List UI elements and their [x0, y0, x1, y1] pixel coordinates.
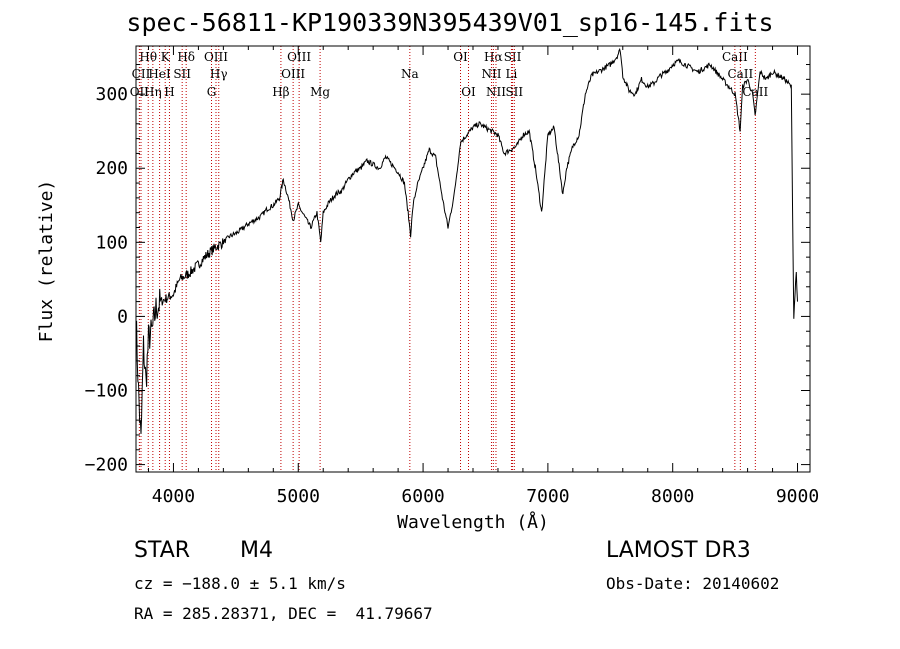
x-tick-label-4: 8000 — [651, 486, 694, 507]
y-axis-label: Flux (relative) — [36, 180, 57, 343]
line-label-16: Na — [401, 67, 419, 81]
flux-series-line — [135, 47, 798, 434]
y-tick-label-4: 200 — [95, 158, 128, 179]
ra-dec-readout: RA = 285.28371, DEC = 41.79667 — [134, 604, 433, 623]
axes: 4000 5000 6000 7000 8000 9000 −200 −100 0 100 200 3… — [85, 46, 819, 507]
y-tick-label-3: 100 — [95, 232, 128, 253]
line-label-22: SII — [504, 50, 522, 64]
y-tick-label-2: 0 — [117, 306, 128, 327]
x-tick-label-1: 5000 — [277, 486, 320, 507]
line-label-19: Hα — [484, 50, 503, 64]
line-label-17: OI — [453, 50, 468, 64]
line-label-13: OIII — [287, 50, 311, 64]
line-label-3: Hη — [144, 85, 162, 99]
line-label-15: Mg — [310, 85, 330, 99]
line-label-26: CaII — [727, 67, 753, 81]
chart-title: spec-56811-KP190339N395439V01_sp16-145.f… — [126, 8, 774, 37]
line-label-4: HeI — [148, 67, 171, 81]
line-label-6: H — [164, 85, 174, 99]
object-subclass: M4 — [240, 538, 273, 563]
line-label-10: Hγ — [210, 67, 228, 81]
y-tick-label-1: −100 — [85, 381, 128, 402]
line-label-5: K — [161, 50, 171, 64]
x-tick-label-2: 6000 — [401, 486, 444, 507]
obs-date: Obs-Date: 20140602 — [606, 574, 780, 593]
x-tick-label-3: 7000 — [526, 486, 569, 507]
line-label-8: Hδ — [177, 50, 195, 64]
line-label-11: G — [207, 85, 217, 99]
line-label-21: NII — [486, 85, 506, 99]
object-class: STAR — [134, 538, 191, 563]
line-label-1: OII — [130, 85, 150, 99]
y-tick-label-5: 300 — [95, 84, 128, 105]
line-label-7: SII — [173, 67, 191, 81]
x-tick-label-0: 4000 — [152, 486, 195, 507]
x-tick-label-5: 9000 — [776, 486, 819, 507]
redshift-readout: cz = −188.0 ± 5.1 km/s — [134, 574, 346, 593]
line-label-25: CaII — [722, 50, 748, 64]
line-label-24: SII — [505, 85, 523, 99]
line-label-14: OIII — [281, 67, 305, 81]
line-label-0: Hθ — [139, 50, 157, 64]
line-label-18: OI — [461, 85, 476, 99]
y-tick-label-0: −200 — [85, 455, 128, 476]
line-label-23: Li — [506, 67, 518, 81]
line-label-12: Hβ — [272, 85, 289, 99]
plot-frame — [135, 45, 811, 473]
survey-name: LAMOST DR3 — [606, 538, 751, 563]
x-axis-label: Wavelength (Å) — [397, 511, 549, 533]
line-label-9: OIII — [204, 50, 228, 64]
line-label-27: CaII — [742, 85, 768, 99]
line-label-20: NII — [481, 67, 501, 81]
